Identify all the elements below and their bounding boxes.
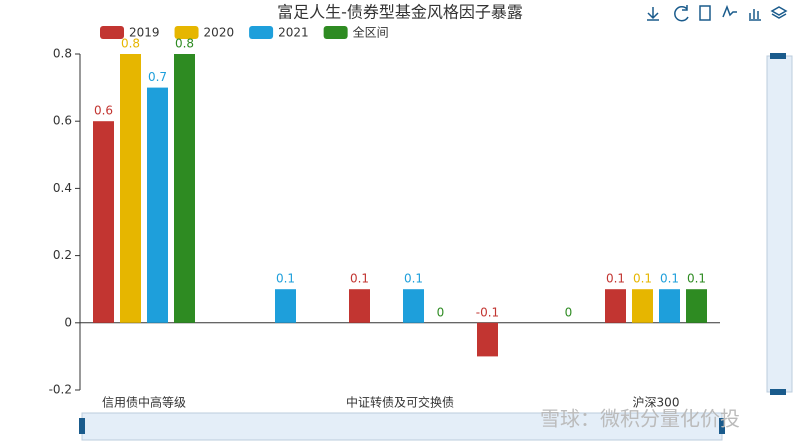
value-label: 0.1 bbox=[633, 272, 652, 286]
zoom-handle[interactable] bbox=[719, 418, 725, 434]
x-tick-label: 中证转债及可交换债 bbox=[346, 395, 454, 410]
value-label: 0.8 bbox=[175, 37, 194, 51]
legend-label: 2021 bbox=[278, 26, 309, 40]
bar bbox=[174, 54, 195, 323]
bar bbox=[93, 121, 114, 323]
legend-swatch bbox=[100, 26, 124, 39]
y-tick-label: 0.2 bbox=[53, 248, 72, 262]
right-zoom[interactable] bbox=[766, 53, 793, 395]
bar bbox=[632, 289, 653, 323]
y-tick-label: 0.4 bbox=[53, 181, 72, 195]
zoom-handle[interactable] bbox=[770, 53, 786, 59]
bar bbox=[147, 87, 168, 323]
value-label: 0.1 bbox=[350, 272, 369, 286]
value-label: 0.1 bbox=[687, 272, 706, 286]
restore-icon[interactable] bbox=[674, 5, 689, 22]
zoom-handle[interactable] bbox=[79, 418, 85, 434]
zoom-track[interactable] bbox=[766, 55, 793, 393]
zoom-handle[interactable] bbox=[770, 389, 786, 395]
bar bbox=[275, 289, 296, 323]
legend-swatch bbox=[323, 26, 348, 39]
legend-swatch bbox=[174, 26, 199, 39]
line-icon[interactable] bbox=[722, 4, 737, 18]
value-label: 0.1 bbox=[660, 272, 679, 286]
value-label: 0.1 bbox=[276, 272, 295, 286]
toolbox[interactable] bbox=[647, 4, 788, 22]
y-tick-label: 0 bbox=[64, 315, 72, 329]
value-label: -0.1 bbox=[476, 305, 499, 319]
bar bbox=[477, 322, 498, 357]
bar bbox=[659, 289, 680, 323]
bar bbox=[605, 289, 626, 323]
value-label: 0 bbox=[565, 305, 573, 319]
bar bbox=[686, 289, 707, 323]
value-label: 0.1 bbox=[606, 272, 625, 286]
y-tick-label: 0.8 bbox=[53, 47, 72, 61]
y-tick-label: -0.2 bbox=[49, 383, 72, 397]
watermark: 雪球：微积分量化价投 bbox=[540, 407, 740, 431]
value-label: 0.7 bbox=[148, 70, 167, 84]
x-tick-label: 信用债中高等级 bbox=[102, 395, 186, 410]
zoom-track[interactable] bbox=[81, 412, 723, 441]
value-label: 0 bbox=[437, 305, 445, 319]
legend-label: 2019 bbox=[129, 26, 160, 40]
legend-swatch bbox=[249, 26, 274, 39]
y-tick-label: 0.6 bbox=[53, 114, 72, 128]
value-label: 0.1 bbox=[404, 272, 423, 286]
bar-icon[interactable] bbox=[749, 9, 761, 21]
x-tick-label: 沪深300 bbox=[633, 396, 680, 410]
value-label: 0.8 bbox=[121, 37, 140, 51]
data-view-icon[interactable] bbox=[699, 5, 711, 21]
bar bbox=[120, 54, 141, 323]
save-icon[interactable] bbox=[647, 7, 659, 21]
stack-icon[interactable] bbox=[770, 6, 788, 19]
bottom-zoom[interactable] bbox=[79, 412, 725, 441]
value-label: 0.6 bbox=[94, 104, 113, 118]
legend-label: 2020 bbox=[204, 26, 235, 40]
bar bbox=[403, 289, 424, 323]
legend-label: 全区间 bbox=[353, 25, 389, 40]
chart-title: 富足人生-债券型基金风格因子暴露 bbox=[277, 3, 523, 22]
bar bbox=[349, 289, 370, 323]
